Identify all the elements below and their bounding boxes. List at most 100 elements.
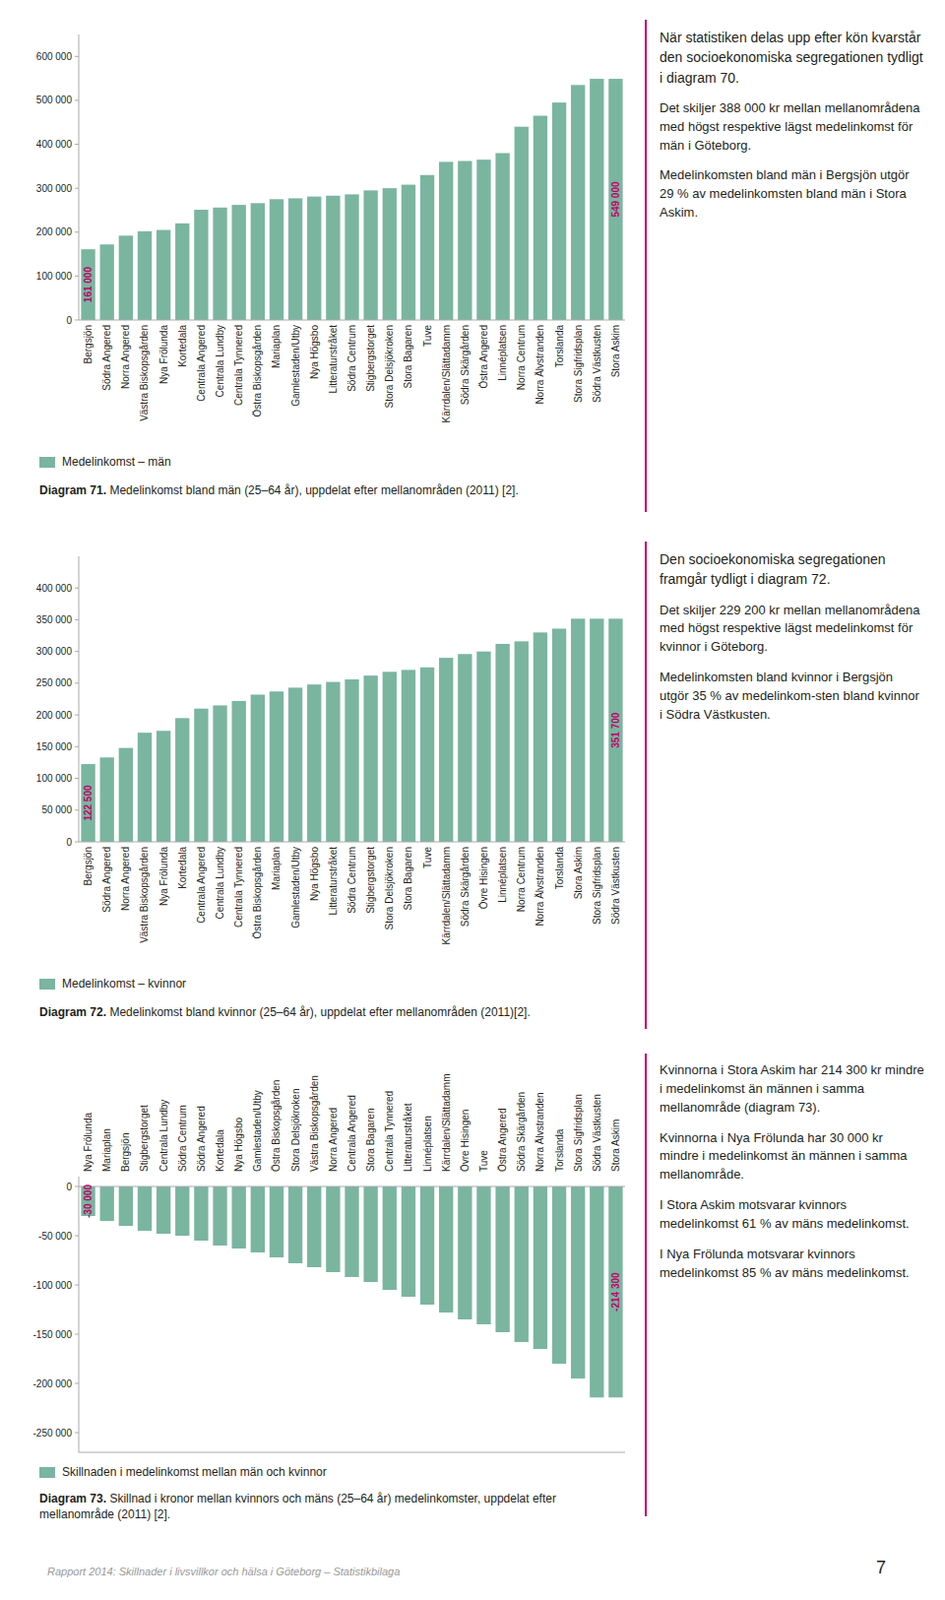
- side-text: Kvinnorna i Stora Askim har 214 300 kr m…: [659, 1061, 926, 1294]
- x-axis-line: [78, 841, 626, 843]
- x-tick-label: Stora Sigfridsplan: [572, 1093, 584, 1172]
- page-number: 7: [876, 1557, 886, 1578]
- y-tick-label: 400 000: [36, 138, 73, 150]
- bar: [476, 1186, 491, 1324]
- bar: [212, 704, 227, 842]
- x-tick-label: Södra Västkusten: [610, 846, 622, 925]
- bar: [269, 691, 284, 842]
- bar: [552, 102, 567, 320]
- bar: [269, 1186, 284, 1258]
- y-tick: [74, 319, 79, 321]
- caption-text: Medelinkomst bland kvinnor (25–64 år), u…: [109, 1005, 530, 1019]
- data-label: 549 000: [610, 181, 622, 218]
- x-tick-label: Östra Angered: [478, 324, 490, 388]
- bar: [608, 618, 623, 842]
- bar: [156, 1186, 171, 1234]
- bar: [476, 159, 491, 320]
- bar: [137, 231, 152, 320]
- caption-label: Diagram 71.: [39, 483, 107, 498]
- data-label: -214 300: [610, 1271, 622, 1312]
- bar: [457, 653, 472, 842]
- x-tick-label: Södra Skärgården: [459, 846, 471, 927]
- x-tick-label: Södra Angered: [101, 846, 113, 913]
- bar: [288, 687, 303, 842]
- x-tick-label: Mariaplan: [270, 324, 282, 369]
- legend: Medelinkomst – kvinnor: [39, 976, 187, 991]
- bar: [193, 209, 208, 320]
- footer: Rapport 2014: Skillnader i livsvillkor o…: [47, 1565, 400, 1577]
- y-tick-label: -100 000: [33, 1279, 73, 1291]
- y-tick: [74, 650, 79, 652]
- x-axis-line: [78, 1451, 626, 1453]
- bar: [495, 152, 509, 320]
- bar: [156, 230, 171, 320]
- x-tick-label: Södra Skärgården: [515, 1091, 527, 1172]
- divider: [644, 19, 647, 512]
- bar: [212, 207, 227, 320]
- y-tick-label: 250 000: [36, 677, 73, 689]
- bar: [212, 1186, 227, 1246]
- bar: [608, 78, 623, 320]
- bar: [344, 1186, 359, 1277]
- bar: [193, 1186, 208, 1241]
- x-tick-label: Nya Högsbo: [233, 1117, 245, 1172]
- data-label: 351 700: [610, 711, 622, 749]
- y-tick-label: 50 000: [41, 804, 72, 816]
- x-tick-label: Tuve: [422, 846, 434, 869]
- y-axis-line: [78, 34, 80, 320]
- bar: [137, 732, 152, 842]
- zero-line: [78, 1186, 626, 1188]
- data-label: 161 000: [82, 266, 94, 304]
- y-tick: [74, 746, 79, 748]
- x-tick-label: Kärrdalen/Slättadamm: [441, 324, 452, 424]
- y-tick-label: 400 000: [36, 582, 73, 594]
- bars: [80, 618, 623, 842]
- bar: [100, 1186, 115, 1221]
- y-tick: [74, 99, 79, 101]
- x-tick-label: Stigbergstorget: [365, 846, 377, 914]
- legend-swatch: [39, 978, 56, 990]
- x-tick-label: Norra Angered: [327, 1107, 339, 1172]
- x-tick-label: Norra Angered: [120, 846, 131, 911]
- bar: [231, 204, 246, 320]
- bar: [269, 198, 284, 320]
- x-tick-label: Linnéplatsen: [422, 1115, 434, 1172]
- x-tick-label: Linnéplatsen: [497, 846, 508, 903]
- bar: [570, 84, 585, 320]
- legend-swatch: [39, 456, 56, 468]
- x-tick-label: Bergsjön: [120, 1133, 131, 1172]
- y-tick-label: 500 000: [36, 94, 73, 106]
- bar: [382, 188, 397, 320]
- legend: Medelinkomst – män: [39, 454, 172, 469]
- y-tick: [74, 809, 79, 811]
- annotation: Medelinkomsten bland män i Bergsjön utgö…: [659, 166, 926, 223]
- x-tick-label: Kortedala: [177, 324, 189, 368]
- x-tick-label: Centrala Lundby: [158, 1099, 170, 1172]
- caption-label: Diagram 73.: [39, 1491, 107, 1506]
- x-tick-label: Centrala Angered: [195, 846, 207, 924]
- bar: [420, 1186, 435, 1305]
- x-tick-label: Gamlestaden/Utby: [252, 1089, 263, 1172]
- x-tick-label: Nya Frölunda: [82, 1112, 94, 1172]
- x-tick-label: Norra Centrum: [515, 324, 527, 390]
- x-tick-label: Södra Skärgården: [459, 324, 471, 405]
- bar: [382, 1186, 397, 1290]
- bar: [325, 1186, 340, 1272]
- bar: [80, 249, 95, 320]
- y-tick-label: 600 000: [36, 51, 73, 63]
- x-tick-label: Litteraturstråket: [402, 1102, 414, 1172]
- bar: [363, 675, 378, 842]
- bar: [193, 708, 208, 842]
- bar: [401, 669, 416, 842]
- caption-text: Skillnad i kronor mellan kvinnors och mä…: [39, 1491, 557, 1521]
- bar: [325, 195, 340, 320]
- x-tick-label: Stora Askim: [572, 846, 584, 899]
- bar: [100, 244, 115, 320]
- bar: [137, 1186, 152, 1231]
- x-tick-label: Stigbergstorget: [365, 324, 377, 392]
- x-tick-label: Södra Angered: [101, 324, 113, 391]
- y-tick: [74, 188, 79, 189]
- x-tick-label: Norra Angered: [120, 324, 131, 389]
- bar: [420, 667, 435, 842]
- bar: [476, 651, 491, 842]
